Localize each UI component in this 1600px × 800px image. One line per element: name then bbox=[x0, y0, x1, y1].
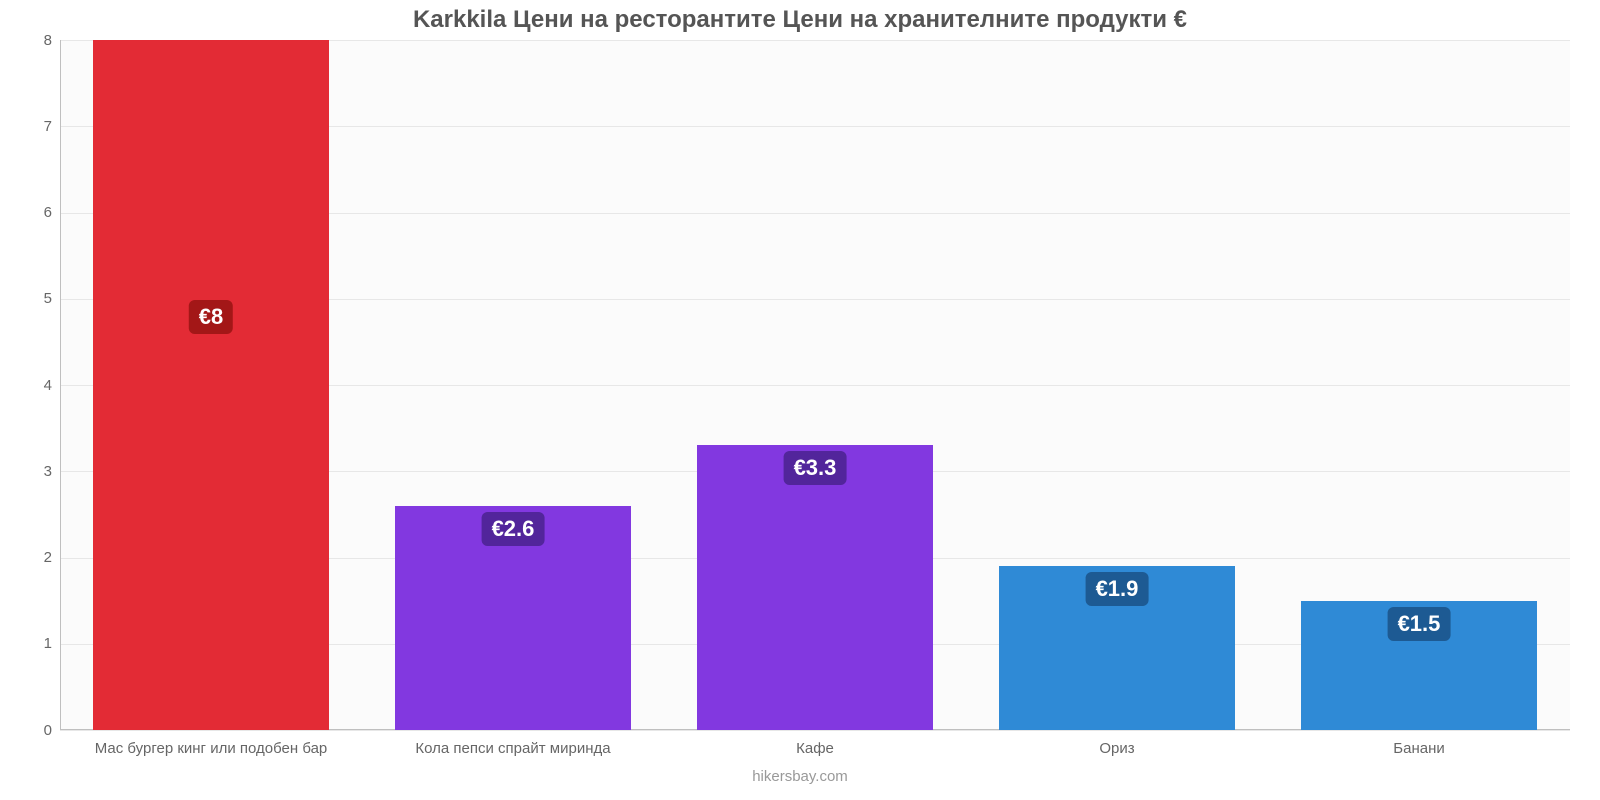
y-tick-label: 7 bbox=[4, 118, 52, 135]
plot-area: 012345678€8Мас бургер кинг или подобен б… bbox=[60, 40, 1570, 730]
y-tick-label: 4 bbox=[4, 377, 52, 394]
chart-credit: hikersbay.com bbox=[752, 768, 848, 785]
x-tick-label: Кола пепси спрайт миринда bbox=[415, 740, 610, 757]
x-tick-label: Ориз bbox=[1099, 740, 1134, 757]
bar: €1.5 bbox=[1301, 601, 1537, 730]
grid-line bbox=[60, 730, 1570, 731]
y-tick-label: 3 bbox=[4, 463, 52, 480]
bar: €2.6 bbox=[395, 506, 631, 730]
y-tick-label: 5 bbox=[4, 290, 52, 307]
bar-value-badge: €8 bbox=[189, 300, 233, 334]
y-tick-label: 0 bbox=[4, 722, 52, 739]
x-tick-label: Банани bbox=[1393, 740, 1444, 757]
bar-value-badge: €3.3 bbox=[784, 451, 847, 485]
bar: €3.3 bbox=[697, 445, 933, 730]
y-tick-label: 2 bbox=[4, 549, 52, 566]
x-tick-label: Кафе bbox=[796, 740, 834, 757]
bar: €8 bbox=[93, 40, 329, 730]
y-tick-label: 6 bbox=[4, 204, 52, 221]
chart-title: Karkkila Цени на ресторантите Цени на хр… bbox=[0, 0, 1600, 34]
chart-container: Karkkila Цени на ресторантите Цени на хр… bbox=[0, 0, 1600, 800]
x-tick-label: Мас бургер кинг или подобен бар bbox=[95, 740, 328, 757]
y-tick-label: 8 bbox=[4, 32, 52, 49]
bar-value-badge: €2.6 bbox=[482, 512, 545, 546]
y-axis-line bbox=[60, 40, 61, 730]
bar: €1.9 bbox=[999, 566, 1235, 730]
y-tick-label: 1 bbox=[4, 635, 52, 652]
bar-value-badge: €1.9 bbox=[1086, 572, 1149, 606]
bar-value-badge: €1.5 bbox=[1388, 607, 1451, 641]
